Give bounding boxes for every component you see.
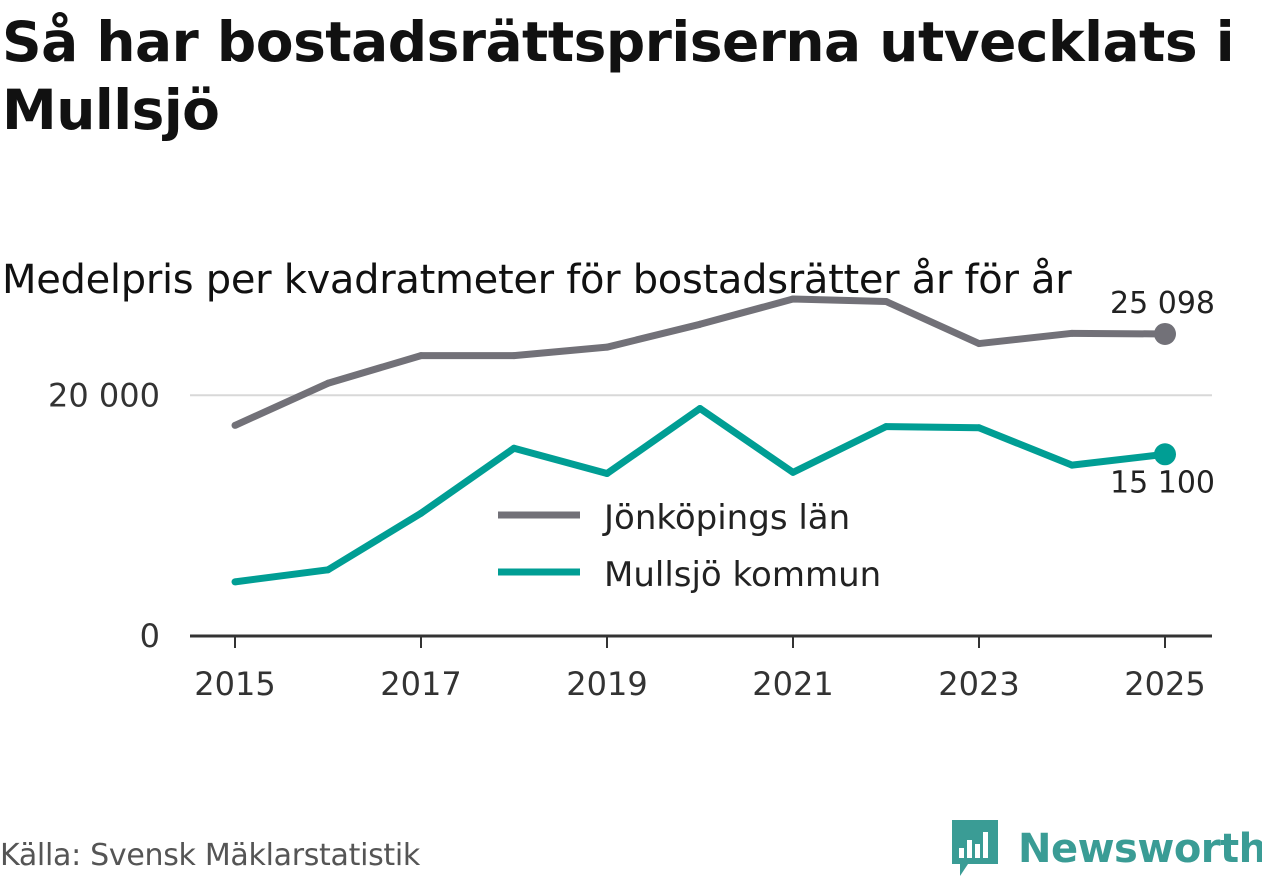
x-tick-label: 2025: [1124, 665, 1205, 703]
legend-label-jonkopings-lan: Jönköpings län: [602, 498, 850, 538]
data-point: [1068, 329, 1076, 337]
series-layer: [231, 295, 1169, 600]
data-point: [603, 470, 611, 478]
data-point: [510, 352, 518, 360]
data-point: [417, 509, 425, 517]
data-point: [975, 340, 983, 348]
data-point: [975, 424, 983, 432]
x-tick-label: 2017: [380, 665, 461, 703]
brand-name: Newsworthy: [1018, 826, 1262, 872]
x-tick-label: 2023: [938, 665, 1019, 703]
data-point: [231, 578, 239, 586]
end-markers: 25 098 15 100: [1110, 286, 1215, 500]
data-point: [789, 468, 797, 476]
y-tick-label: 0: [140, 617, 160, 655]
source-note: Källa: Svensk Mäklarstatistik: [0, 838, 421, 873]
newsworthy-chart-icon: [952, 820, 998, 876]
legend: Jönköpings län Mullsjö kommun: [498, 498, 881, 595]
legend-backdrop: [486, 490, 912, 600]
tick-layer: 2015 2017 2019 2021 2023 2025 0 20 000: [48, 376, 1206, 703]
data-point: [882, 423, 890, 431]
newsworthy-logo: Newsworthy: [950, 818, 1262, 880]
data-point: [882, 297, 890, 305]
legend-label-mullsjo-kommun: Mullsjö kommun: [604, 555, 881, 595]
data-point: [324, 566, 332, 574]
data-point: [1068, 461, 1076, 469]
end-marker-mullsjo-kommun: [1154, 443, 1176, 466]
data-point: [324, 379, 332, 387]
chart-subtitle: Medelpris per kvadratmeter för bostadsrä…: [2, 257, 1072, 303]
data-point: [603, 343, 611, 351]
data-point: [510, 444, 518, 452]
end-marker-jonkopings-lan: [1154, 322, 1176, 345]
y-tick-label: 20 000: [48, 376, 160, 414]
end-label-jonkopings-lan: 25 098: [1110, 286, 1215, 321]
data-point: [789, 295, 797, 303]
x-tick-label: 2021: [752, 665, 833, 703]
data-point: [696, 405, 704, 413]
x-tick-label: 2019: [566, 665, 647, 703]
data-point: [696, 320, 704, 328]
x-tick-label: 2015: [194, 665, 275, 703]
data-point: [231, 421, 239, 429]
data-point: [417, 352, 425, 360]
chart-title: Så har bostadsrättspriserna utvecklats i…: [2, 10, 1235, 142]
end-label-mullsjo-kommun: 15 100: [1110, 465, 1215, 500]
